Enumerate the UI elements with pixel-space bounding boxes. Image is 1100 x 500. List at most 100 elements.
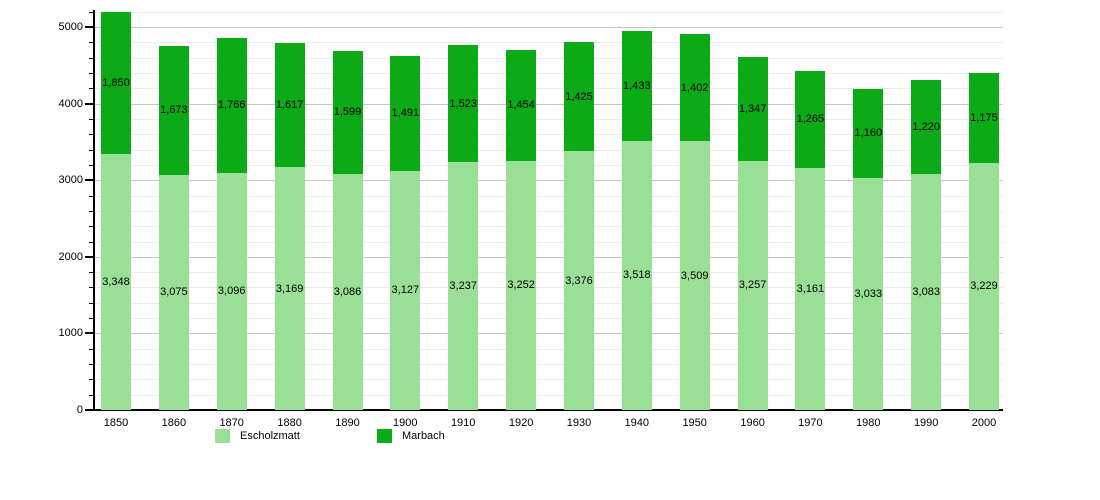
value-label-escholzmatt: 3,033 [854, 287, 883, 300]
value-label-escholzmatt: 3,257 [738, 279, 767, 292]
y-tick-label: 3000 [58, 174, 83, 187]
value-label-marbach: 1,433 [623, 79, 651, 92]
bar-1850: 1,850 3,348 [101, 11, 131, 410]
minor-gridline [95, 73, 1003, 74]
bar-segment-escholzmatt: 3,033 [853, 177, 884, 410]
bar-1890: 1,599 3,086 [332, 51, 363, 410]
value-label-marbach: 1,425 [565, 90, 593, 103]
y-axis-tick [89, 118, 93, 120]
minor-gridline [95, 348, 1003, 350]
bar-segment-marbach: 1,402 [679, 33, 710, 142]
y-tick-label: 2000 [58, 250, 83, 263]
bar-segment-marbach: 1,599 [332, 51, 363, 174]
value-label-marbach: 1,491 [391, 107, 420, 120]
bar-segment-marbach: 1,175 [969, 72, 999, 163]
minor-gridline [95, 134, 1003, 136]
bar-1990: 1,220 3,083 [911, 80, 942, 410]
major-gridline [95, 333, 1003, 335]
x-tick-label: 1880 [277, 417, 302, 429]
bar-segment-escholzmatt: 3,237 [448, 162, 479, 410]
x-tick-label: 1900 [393, 417, 418, 429]
bar-segment-escholzmatt: 3,348 [101, 153, 131, 410]
y-axis-tick [89, 164, 93, 166]
minor-gridline [95, 364, 1003, 365]
y-tick-label: 5000 [58, 21, 83, 33]
bar-1910: 1,523 3,237 [448, 45, 479, 410]
value-label-marbach: 1,160 [854, 127, 883, 140]
value-label-escholzmatt: 3,509 [680, 269, 709, 282]
x-tick-label: 1920 [508, 417, 534, 429]
bar-segment-marbach: 1,160 [853, 88, 884, 178]
bar-segment-marbach: 1,425 [564, 42, 594, 152]
bar-segment-escholzmatt: 3,252 [506, 160, 537, 410]
major-gridline [95, 180, 1003, 182]
minor-gridline [95, 88, 1003, 90]
legend-label-escholzmatt: Escholzmatt [240, 430, 300, 442]
bar-segment-marbach: 1,523 [448, 45, 479, 162]
bar-1940: 1,433 3,518 [621, 30, 652, 410]
bar-segment-escholzmatt: 3,096 [216, 172, 247, 410]
major-gridline [95, 27, 1003, 28]
x-tick-label: 1940 [624, 417, 650, 429]
bar-1960: 1,347 3,257 [737, 57, 768, 410]
value-label-marbach: 1,175 [970, 111, 998, 124]
x-tick-label: 1990 [913, 417, 939, 429]
minor-gridline [95, 241, 1003, 243]
x-tick-label: 1980 [856, 417, 881, 429]
y-axis-tick [85, 179, 93, 182]
value-label-escholzmatt: 3,075 [160, 286, 188, 299]
plot-area: 0 1000 2000 3000 4000 5000 1,850 3,348 1850 1,673… [59, 10, 1003, 429]
bar-segment-marbach: 1,617 [274, 43, 305, 168]
value-label-escholzmatt: 3,127 [391, 284, 420, 297]
value-label-marbach: 1,402 [680, 81, 709, 94]
y-tick-label: 0 [76, 404, 83, 416]
value-label-marbach: 1,673 [160, 104, 188, 117]
y-tick-label: 1000 [58, 327, 83, 340]
y-axis-tick [89, 379, 93, 381]
value-label-marbach: 1,766 [217, 99, 246, 112]
x-tick-label: 1870 [219, 417, 244, 429]
y-axis-tick [89, 302, 93, 304]
bar-segment-marbach: 1,265 [795, 71, 826, 168]
minor-gridline [95, 226, 1003, 228]
x-axis-line [93, 409, 1003, 411]
minor-gridline [95, 272, 1003, 274]
major-gridline [95, 256, 1003, 258]
value-label-marbach: 1,599 [333, 106, 362, 119]
minor-gridline [95, 11, 1003, 13]
bar-1900: 1,491 3,127 [390, 56, 421, 410]
bar-segment-escholzmatt: 3,376 [564, 151, 594, 410]
y-axis-tick [89, 394, 93, 396]
bar-1920: 1,454 3,252 [506, 49, 537, 410]
y-axis-tick [89, 226, 93, 228]
value-label-escholzmatt: 3,252 [507, 279, 535, 292]
value-label-escholzmatt: 3,161 [796, 282, 825, 295]
y-axis-tick [89, 11, 93, 13]
bar-segment-escholzmatt: 3,127 [390, 170, 421, 410]
x-tick-label: 1950 [682, 417, 707, 429]
bar-1870: 1,766 3,096 [216, 37, 247, 410]
major-gridline [95, 103, 1003, 105]
bar-1980: 1,160 3,033 [853, 88, 884, 410]
bar-segment-escholzmatt: 3,509 [679, 141, 710, 410]
bar-segment-escholzmatt: 3,229 [969, 162, 999, 410]
bar-segment-marbach: 1,454 [506, 49, 537, 161]
y-axis-tick [89, 210, 93, 212]
y-axis-tick [89, 57, 93, 59]
legend-label-marbach: Marbach [402, 430, 445, 442]
value-label-marbach: 1,850 [102, 76, 130, 89]
value-label-escholzmatt: 3,083 [912, 285, 940, 298]
y-axis-tick [85, 332, 93, 335]
minor-gridline [95, 287, 1003, 289]
bar-1880: 1,617 3,169 [274, 43, 305, 410]
bar-segment-escholzmatt: 3,257 [737, 160, 768, 410]
legend-item-marbach: Marbach [377, 429, 445, 443]
y-tick-label: 4000 [58, 97, 83, 110]
bar-segment-marbach: 1,220 [911, 80, 942, 174]
minor-gridline [95, 394, 1003, 396]
value-label-escholzmatt: 3,376 [565, 274, 593, 287]
minor-gridline [95, 379, 1003, 381]
bar-1950: 1,402 3,509 [679, 33, 710, 410]
y-axis-tick [85, 102, 93, 105]
x-tick-label: 1960 [740, 417, 765, 429]
